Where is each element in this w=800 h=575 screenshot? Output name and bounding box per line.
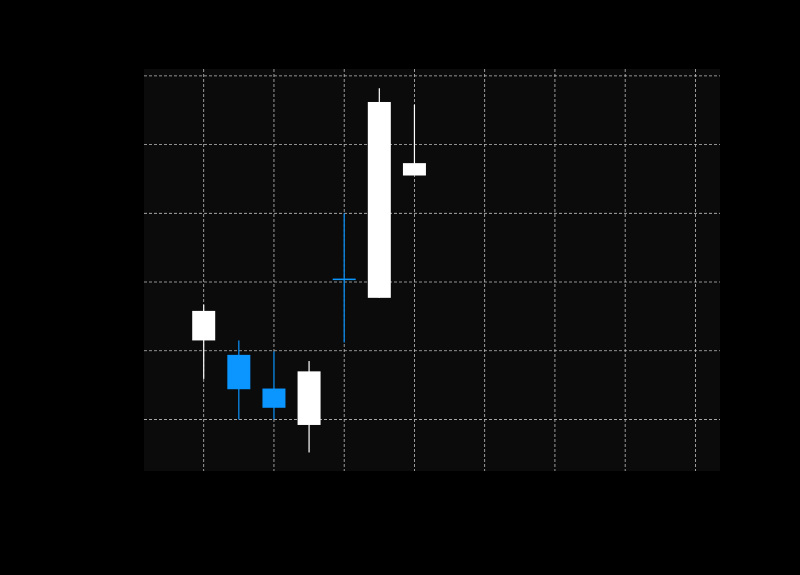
candle-body-2 — [262, 388, 286, 408]
candle-body-1 — [227, 354, 251, 390]
candle-body-0 — [192, 310, 216, 341]
candle-body-4 — [332, 278, 356, 281]
candles — [192, 88, 426, 453]
candle-body-5 — [367, 101, 391, 298]
plot-area — [144, 69, 720, 471]
candle-body-3 — [297, 371, 321, 425]
candle-body-6 — [402, 163, 426, 176]
